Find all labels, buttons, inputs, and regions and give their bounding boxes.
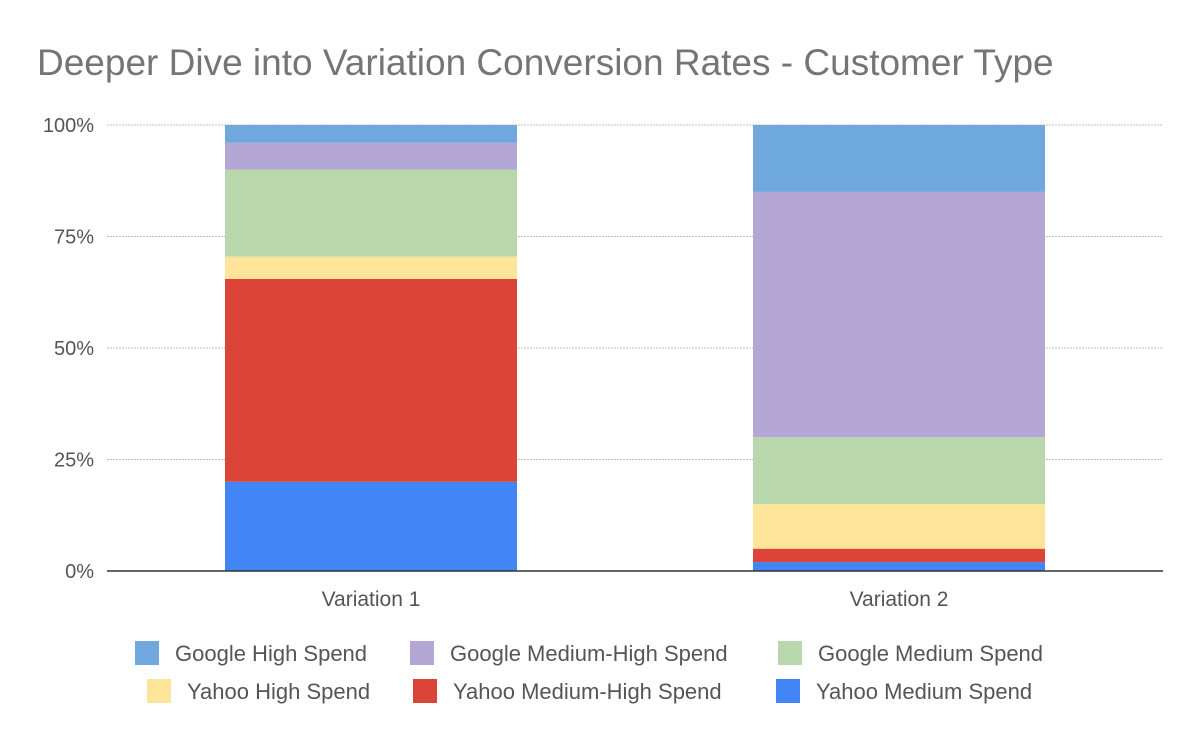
bar-segment (753, 504, 1045, 549)
legend-label: Yahoo Medium-High Spend (453, 679, 722, 704)
x-tick-label: Variation 1 (322, 588, 421, 611)
legend-label: Yahoo High Spend (187, 679, 370, 704)
bar-segment (753, 191, 1045, 438)
bar-segment (753, 437, 1045, 505)
legend-swatch (147, 679, 171, 703)
legend-label: Google Medium Spend (818, 641, 1043, 666)
y-tick-label: 0% (65, 561, 94, 583)
y-tick-label: 25% (54, 450, 94, 472)
bar-segment (225, 481, 517, 571)
legend: Google High Spend Google Medium-High Spen… (135, 641, 1043, 704)
legend-swatch (776, 679, 800, 703)
bar-segment (225, 125, 517, 143)
y-axis: 0% 25% 50% 75% 100% (43, 115, 94, 583)
legend-swatch (413, 679, 437, 703)
chart-title: Deeper Dive into Variation Conversion Ra… (37, 42, 1054, 83)
y-tick-label: 75% (54, 227, 94, 249)
legend-label: Google High Spend (175, 641, 367, 666)
legend-label: Yahoo Medium Spend (816, 679, 1032, 704)
bar-segment (225, 142, 517, 170)
bar-segment (225, 278, 517, 482)
x-tick-label: Variation 2 (850, 588, 949, 611)
bar-segment (753, 548, 1045, 563)
legend-swatch (410, 641, 434, 665)
bars (225, 125, 1045, 571)
y-tick-label: 100% (43, 115, 94, 137)
legend-label: Google Medium-High Spend (450, 641, 728, 666)
bar-segment (225, 169, 517, 257)
x-axis: Variation 1 Variation 2 (322, 588, 949, 611)
bar-segment (225, 256, 517, 279)
legend-swatch (778, 641, 802, 665)
bar-segment (753, 125, 1045, 192)
bar-segment (753, 562, 1045, 571)
legend-swatch (135, 641, 159, 665)
y-tick-label: 50% (54, 338, 94, 360)
